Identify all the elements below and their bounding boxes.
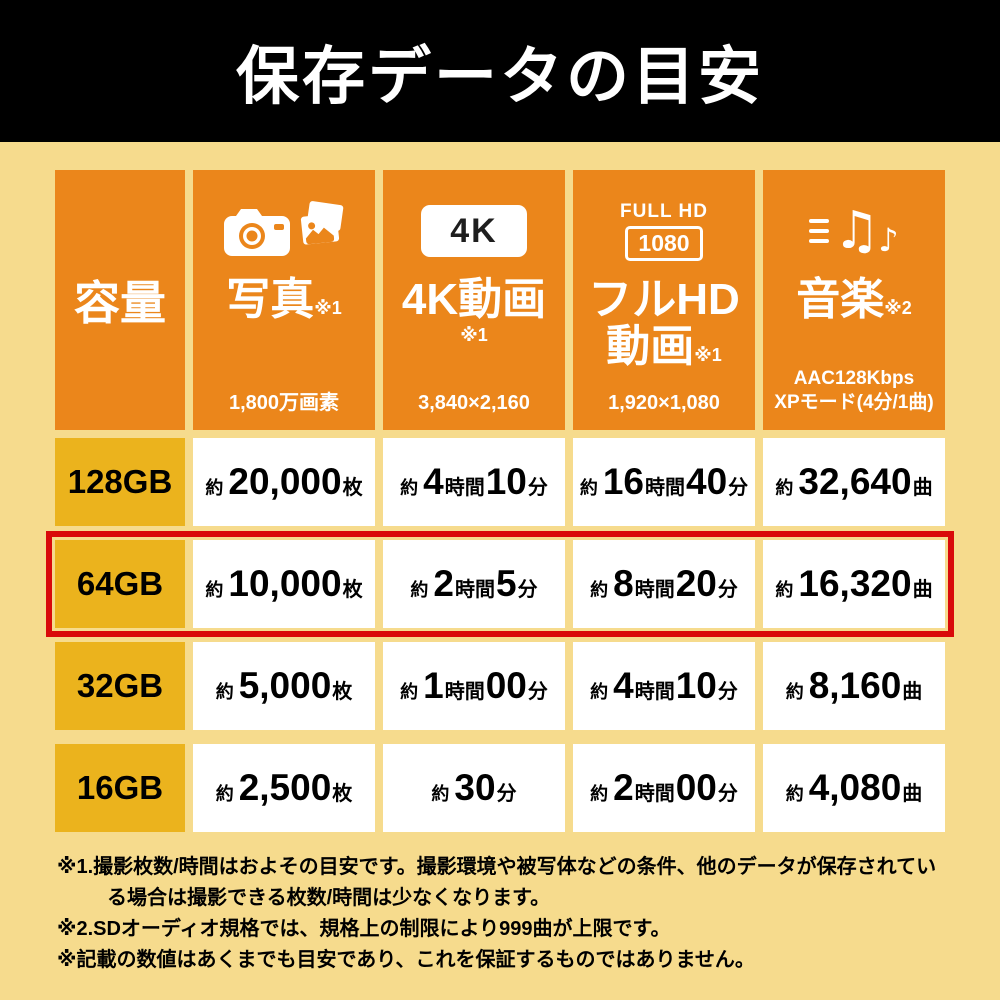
4k-header-cell: 4K 4K動画 ※1 3,840×2,160 bbox=[383, 170, 565, 430]
photo-stack-icon bbox=[300, 201, 344, 245]
value-cell: 約 32,640曲 bbox=[763, 438, 945, 526]
table-row-32gb: 32GB 約 5,000枚約 1時間00分約 4時間10分約 8,160曲 bbox=[55, 642, 945, 730]
fullhd-title-line2: 動画 bbox=[606, 322, 695, 372]
footnotes: ※1.撮影枚数/時間はおよその目安です。撮影環境や被写体などの条件、他のデータが… bbox=[57, 852, 943, 976]
value-cell: 約 4時間10分 bbox=[573, 642, 755, 730]
4k-title-text: 4K動画 bbox=[401, 275, 547, 324]
4k-badge-icon: 4K bbox=[421, 205, 527, 257]
fullhd-badge-top: FULL HD bbox=[620, 201, 708, 223]
fullhd-note-ref: ※1 bbox=[694, 345, 722, 366]
footnote-2: ※2.SDオーディオ規格では、規格上の制限により999曲が上限です。 bbox=[57, 918, 671, 940]
value-cell: 約 20,000枚 bbox=[193, 438, 375, 526]
capacity-cell: 16GB bbox=[55, 744, 185, 832]
photo-note-ref: ※1 bbox=[314, 298, 342, 318]
fullhd-title-line1: フルHD bbox=[588, 275, 740, 324]
music-note-big-icon: ♫ bbox=[833, 201, 881, 261]
photo-column-subtitle: 1,800万画素 bbox=[228, 392, 340, 414]
photo-title-text: 写真 bbox=[226, 275, 315, 324]
4k-note-ref: ※1 bbox=[460, 325, 488, 346]
music-title-text: 音楽 bbox=[796, 275, 885, 324]
capacity-cell: 128GB bbox=[55, 438, 185, 526]
value-cell: 約 4,080曲 bbox=[763, 744, 945, 832]
music-header-cell: ♫ ♪ 音楽※2 AAC128Kbps XPモード(4分/1曲) bbox=[763, 170, 945, 430]
value-cell: 約 10,000枚 bbox=[193, 540, 375, 628]
music-icon-box: ♫ ♪ bbox=[809, 192, 899, 270]
music-subtitle-line2: XPモード(4分/1曲) bbox=[774, 392, 934, 414]
table-body: 128GB 約 20,000枚約 4時間10分約 16時間40分約 32,640曲 64GB… bbox=[46, 438, 954, 832]
table-row-128gb: 128GB 約 20,000枚約 4時間10分約 16時間40分約 32,640曲 bbox=[55, 438, 945, 526]
value-cell: 約 16,320曲 bbox=[763, 540, 945, 628]
value-cell: 約 5,000枚 bbox=[193, 642, 375, 730]
fullhd-header-cell: FULL HD 1080 フルHD 動画※1 1,920×1,080 bbox=[573, 170, 755, 430]
fullhd-column-title: フルHD 動画※1 bbox=[588, 276, 740, 370]
value-cell: 約 1時間00分 bbox=[383, 642, 565, 730]
value-cell: 約 4時間10分 bbox=[383, 438, 565, 526]
4k-icon-box: 4K bbox=[421, 192, 527, 270]
music-note-small-icon: ♪ bbox=[878, 221, 899, 259]
table-row-64gb: 64GB 約 10,000枚約 2時間5分約 8時間20分約 16,320曲 bbox=[46, 531, 954, 637]
footnote-1: ※1.撮影枚数/時間はおよその目安です。撮影環境や被写体などの条件、他のデータが… bbox=[57, 856, 937, 909]
music-column-subtitle: AAC128Kbps XPモード(4分/1曲) bbox=[774, 367, 933, 416]
table-header-row: 容量 bbox=[55, 170, 945, 430]
fullhd-badge-box: 1080 bbox=[625, 226, 703, 261]
capacity-cell: 64GB bbox=[55, 540, 185, 628]
title-bar: 保存データの目安 bbox=[0, 0, 1000, 142]
value-cell: 約 2時間00分 bbox=[573, 744, 755, 832]
value-cell: 約 30分 bbox=[383, 744, 565, 832]
photo-icon-box bbox=[222, 192, 346, 270]
footnote-3: ※記載の数値はあくまでも目安であり、これを保証するものではありません。 bbox=[57, 949, 755, 971]
value-cell: 約 2時間5分 bbox=[383, 540, 565, 628]
fullhd-icon-box: FULL HD 1080 bbox=[620, 192, 708, 270]
camera-icon bbox=[224, 209, 290, 256]
music-note-ref: ※2 bbox=[884, 298, 912, 318]
value-cell: 約 16時間40分 bbox=[573, 438, 755, 526]
playlist-lines-icon bbox=[809, 219, 830, 243]
capacity-header-cell: 容量 bbox=[55, 170, 185, 430]
music-subtitle-line1: AAC128Kbps bbox=[793, 367, 915, 389]
value-cell: 約 8時間20分 bbox=[573, 540, 755, 628]
photo-column-title: 写真※1 bbox=[226, 276, 342, 323]
capacity-header-label: 容量 bbox=[74, 277, 166, 329]
fullhd-column-subtitle: 1,920×1,080 bbox=[608, 392, 720, 414]
4k-column-title: 4K動画 bbox=[402, 276, 546, 323]
music-notes-icon: ♫ ♪ bbox=[809, 201, 899, 261]
fullhd-badge-icon: FULL HD 1080 bbox=[620, 201, 708, 261]
value-cell: 約 2,500枚 bbox=[193, 744, 375, 832]
storage-table: 容量 bbox=[46, 170, 954, 832]
music-column-title: 音楽※2 bbox=[796, 276, 912, 323]
page-title: 保存データの目安 bbox=[236, 41, 764, 112]
value-cell: 約 8,160曲 bbox=[763, 642, 945, 730]
photo-header-cell: 写真※1 1,800万画素 bbox=[193, 170, 375, 430]
table-row-16gb: 16GB 約 2,500枚約 30分約 2時間00分約 4,080曲 bbox=[55, 744, 945, 832]
4k-column-subtitle: 3,840×2,160 bbox=[418, 392, 530, 414]
capacity-cell: 32GB bbox=[55, 642, 185, 730]
